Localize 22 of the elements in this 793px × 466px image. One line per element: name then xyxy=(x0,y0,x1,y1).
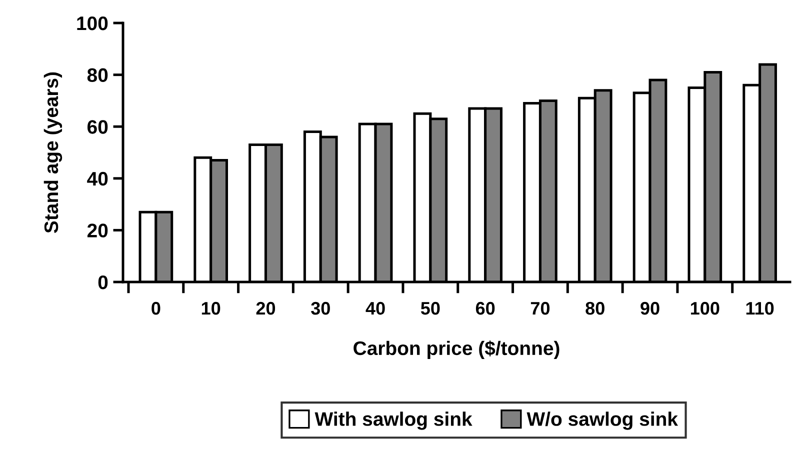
legend-label: W/o sawlog sink xyxy=(526,412,678,430)
y-tick-label: 40 xyxy=(87,172,108,186)
y-tick-label: 0 xyxy=(98,275,108,290)
y-axis-title: Stand age (years) xyxy=(44,72,62,233)
x-tick-label: 20 xyxy=(256,302,276,315)
legend-label: With sawlog sink xyxy=(314,412,472,430)
x-tick-label: 50 xyxy=(420,302,440,315)
x-tick-label: 70 xyxy=(530,302,550,315)
y-tick-label: 20 xyxy=(87,224,108,238)
x-tick-label: 30 xyxy=(311,302,330,315)
y-tick-label: 100 xyxy=(77,16,108,30)
x-tick-label: 80 xyxy=(586,302,604,315)
x-tick-label: 40 xyxy=(366,302,385,315)
x-axis-title: Carbon price ($/tonne) xyxy=(354,340,560,359)
x-tick-label: 10 xyxy=(202,302,220,315)
y-tick-label: 60 xyxy=(88,120,108,134)
x-tick-label: 90 xyxy=(640,302,660,315)
x-tick-label: 110 xyxy=(746,302,774,315)
x-tick-label: 60 xyxy=(476,302,495,315)
x-tick-label: 0 xyxy=(152,302,160,315)
x-tick-label: 100 xyxy=(690,302,720,315)
y-tick-label: 80 xyxy=(87,68,108,82)
